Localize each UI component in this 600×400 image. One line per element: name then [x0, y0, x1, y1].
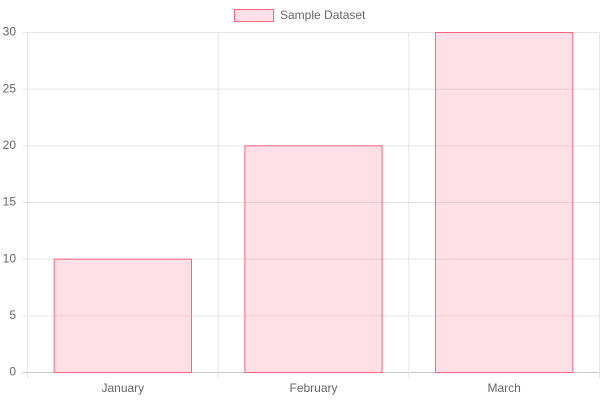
bar	[244, 145, 383, 373]
legend-label: Sample Dataset	[280, 8, 366, 22]
y-tick-label: 20	[3, 138, 17, 152]
y-tick-label: 5	[9, 308, 16, 322]
x-tick-label: January	[101, 381, 144, 395]
y-tick-label: 0	[9, 365, 16, 379]
y-tick-label: 15	[3, 195, 17, 209]
y-tick-label: 10	[3, 251, 17, 265]
y-tick-label: 30	[3, 25, 17, 39]
x-tick-label: February	[289, 381, 337, 395]
legend-swatch	[234, 9, 274, 22]
bar	[435, 32, 574, 373]
x-tick-label: March	[487, 381, 520, 395]
y-tick-label: 25	[3, 81, 17, 95]
bar	[53, 258, 192, 373]
